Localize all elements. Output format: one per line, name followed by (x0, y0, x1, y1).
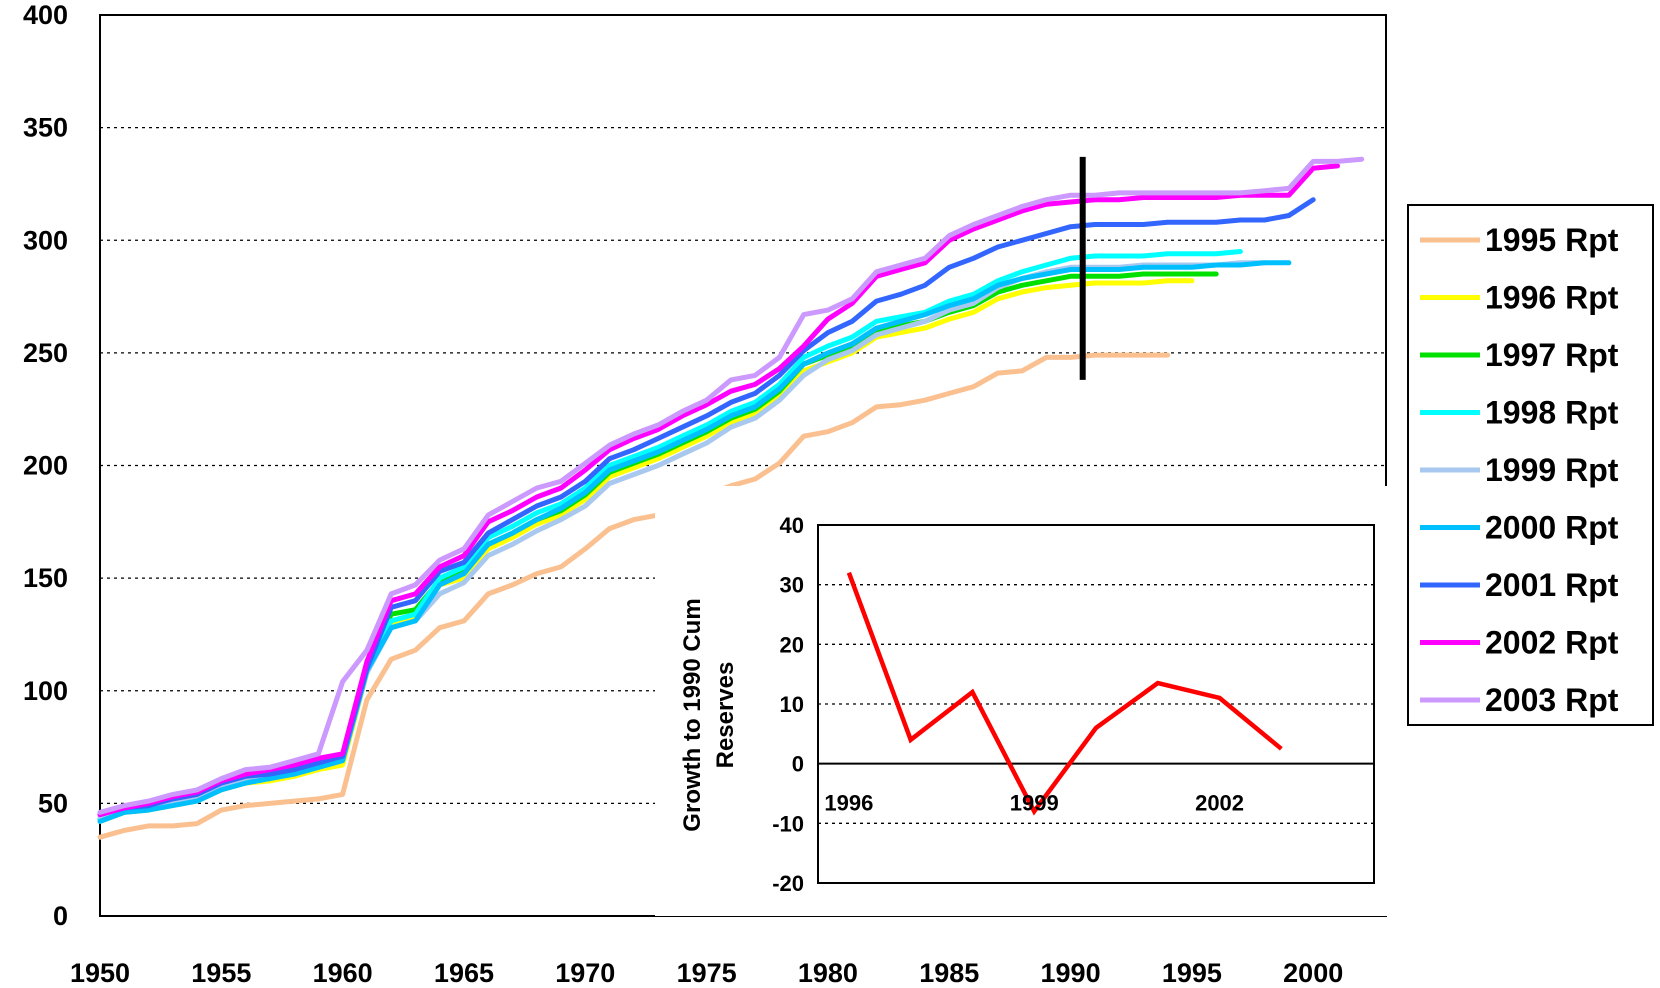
legend: 1995 Rpt 1996 Rpt 1997 Rpt 1998 Rpt 1999 Rpt… (1420, 222, 1619, 718)
series-line-2002-rpt (97, 163, 1340, 818)
inset-y-axis-label-line1: Growth to 1990 Cum (679, 598, 706, 831)
inset-x-tick-1999: 1999 (1010, 791, 1059, 816)
inset-background (655, 486, 1390, 916)
legend-label-1998-rpt: 1998 Rpt (1485, 395, 1619, 431)
main-y-tick-100: 100 (23, 676, 68, 706)
main-y-tick-50: 50 (38, 788, 68, 818)
main-x-tick-1950: 1950 (70, 958, 130, 988)
inset-y-tick-labels: -20 -10 0 10 20 30 40 (772, 513, 804, 896)
main-y-tick-350: 350 (23, 113, 68, 143)
series-line-2001-rpt (97, 197, 1316, 818)
main-x-tick-1990: 1990 (1041, 958, 1101, 988)
inset-plot-frame (817, 524, 1375, 884)
series-line-2003-rpt (97, 156, 1365, 815)
main-y-tick-200: 200 (23, 451, 68, 481)
main-x-tick-2000: 2000 (1283, 958, 1343, 988)
inset-y-tick-10: 10 (780, 692, 804, 717)
legend-label-1995-rpt: 1995 Rpt (1485, 222, 1619, 258)
inset-series-line (846, 571, 1283, 816)
inset-x-tick-1996: 1996 (824, 791, 873, 816)
legend-label-1997-rpt: 1997 Rpt (1485, 337, 1619, 373)
legend-label-2000-rpt: 2000 Rpt (1485, 510, 1619, 546)
main-x-tick-1985: 1985 (919, 958, 979, 988)
main-x-tick-1970: 1970 (555, 958, 615, 988)
inset-y-tick-0: 0 (792, 752, 804, 777)
inset-y-tick-30: 30 (780, 573, 804, 598)
inset-y-tick-20: 20 (780, 632, 804, 657)
inset-y-tick-20: -20 (772, 871, 804, 896)
main-y-tick-400: 400 (23, 0, 68, 30)
series-line-1995-rpt (97, 352, 1171, 840)
inset-x-tick-2002: 2002 (1195, 791, 1244, 816)
inset-gridlines (818, 584, 1374, 824)
inset-x-tick-labels: 1996 1999 2002 (824, 791, 1244, 816)
main-x-tick-1960: 1960 (313, 958, 373, 988)
legend-label-2002-rpt: 2002 Rpt (1485, 625, 1619, 661)
main-x-tick-1955: 1955 (191, 958, 251, 988)
legend-label-2003-rpt: 2003 Rpt (1485, 682, 1619, 718)
legend-label-1999-rpt: 1999 Rpt (1485, 452, 1619, 488)
main-series-lines (97, 156, 1365, 840)
main-x-tick-1975: 1975 (677, 958, 737, 988)
main-y-tick-150: 150 (23, 563, 68, 593)
inset-series-line-1 (846, 571, 1283, 816)
legend-label-1996-rpt: 1996 Rpt (1485, 280, 1619, 316)
main-y-tick-300: 300 (23, 225, 68, 255)
inset-y-axis-label-line2: Reserves (712, 662, 739, 769)
main-x-tick-1980: 1980 (798, 958, 858, 988)
main-y-tick-0: 0 (53, 901, 68, 931)
main-y-tick-250: 250 (23, 338, 68, 368)
legend-box (1407, 204, 1654, 726)
legend-label-2001-rpt: 2001 Rpt (1485, 567, 1619, 603)
main-x-tick-1965: 1965 (434, 958, 494, 988)
main-y-tick-labels: 0 50 100 150 200 250 300 350 400 (23, 0, 68, 931)
main-x-tick-labels: 1950 1955 1960 1965 1970 1975 1980 1985 1990 1995… (70, 958, 1343, 988)
inset-y-tick-40: 40 (780, 513, 804, 538)
inset-y-tick-10: -10 (772, 811, 804, 836)
series-line-2000-rpt (97, 260, 1292, 824)
main-x-tick-1995: 1995 (1162, 958, 1222, 988)
